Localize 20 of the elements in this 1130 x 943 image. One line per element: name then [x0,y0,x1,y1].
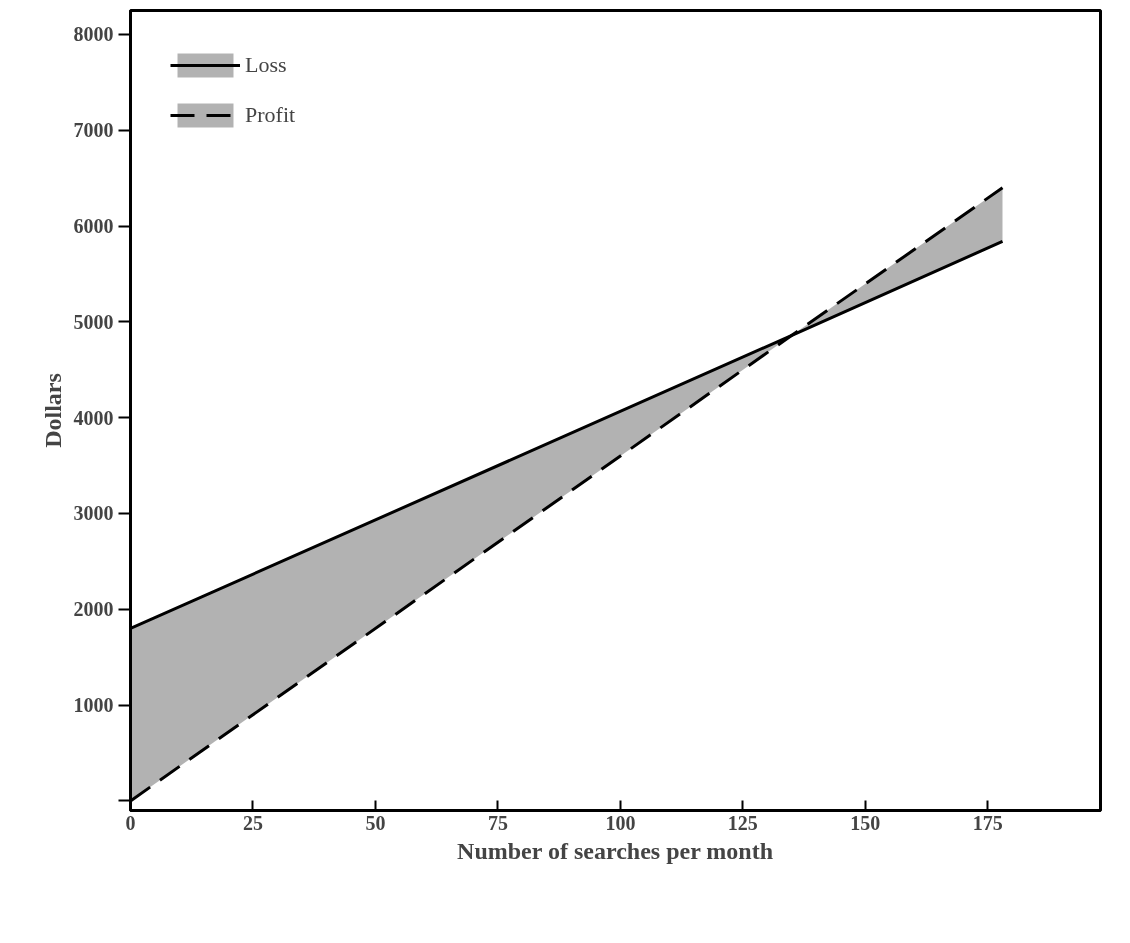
x-tick-label: 0 [125,811,136,834]
y-tick-label: 6000 [73,215,114,238]
x-tick-label: 100 [605,811,636,834]
y-tick-label: 5000 [73,310,114,333]
y-tick-label: 1000 [73,694,114,717]
y-axis-title: Dollars [39,373,66,448]
y-tick-label: 4000 [73,406,114,429]
x-tick-label: 25 [242,811,263,834]
x-axis-title: Number of searches per month [457,837,774,864]
x-tick-label: 150 [850,811,881,834]
x-tick-label: 175 [972,811,1003,834]
x-tick-label: 50 [365,811,386,834]
y-tick-label: 7000 [73,119,114,142]
y-tick-label: 8000 [73,23,114,46]
legend-label: Profit [245,102,296,128]
y-tick-label: 2000 [73,598,114,621]
legend-label: Loss [245,52,287,78]
x-tick-label: 125 [727,811,758,834]
x-tick-label: 75 [487,811,508,834]
y-tick-label: 3000 [73,502,114,525]
